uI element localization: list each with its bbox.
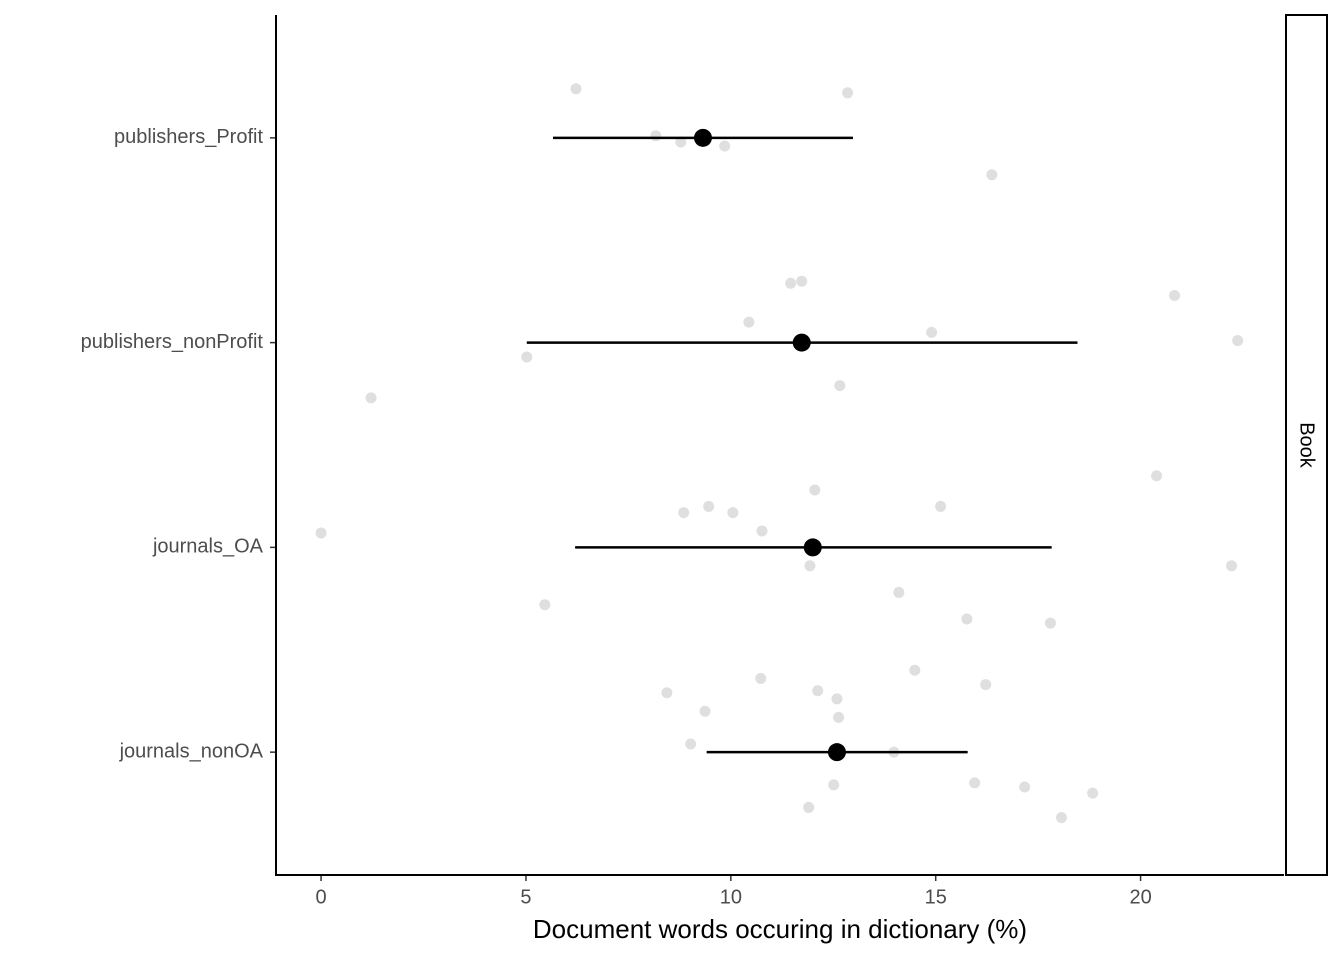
jitter-point (785, 277, 797, 289)
y-tick-label: journals_nonOA (119, 740, 264, 762)
jitter-point (727, 507, 739, 519)
mean-point (693, 128, 712, 147)
x-tick-label: 20 (1129, 886, 1151, 908)
jitter-point (1019, 781, 1031, 793)
jitter-point (365, 392, 377, 404)
jitter-point (675, 136, 687, 148)
jitter-point (926, 326, 938, 338)
x-axis-title: Document words occuring in dictionary (%… (533, 914, 1027, 944)
x-tick-label: 10 (720, 886, 742, 908)
jitter-point (935, 500, 947, 512)
jitter-point (315, 527, 327, 539)
jitter-point (1056, 812, 1068, 824)
jitter-point (803, 801, 815, 813)
jitter-point (756, 525, 768, 537)
jitter-point (661, 687, 673, 699)
jitter-point (961, 613, 973, 625)
jitter-point (743, 316, 755, 328)
jitter-point (699, 705, 711, 717)
jitter-point (969, 777, 981, 789)
jitter-point (1232, 335, 1244, 347)
x-tick-label: 15 (925, 886, 947, 908)
jitter-point (1044, 617, 1056, 629)
y-tick-label: publishers_Profit (114, 126, 263, 148)
mean-point (792, 333, 811, 352)
jitter-point (1169, 290, 1181, 302)
mean-point (803, 538, 822, 557)
jitter-point (828, 779, 840, 791)
jitter-point (1151, 470, 1163, 482)
jitter-point (1087, 787, 1099, 799)
facet-label: Book (1296, 422, 1318, 469)
jitter-point (812, 685, 824, 697)
jitter-point (804, 560, 816, 572)
jitter-point (678, 507, 690, 519)
jitter-point (539, 599, 551, 611)
jitter-point (831, 693, 843, 705)
jitter-point (755, 672, 767, 684)
jitter-point (986, 169, 998, 181)
jitter-point (521, 351, 533, 363)
jitter-point (909, 664, 921, 676)
mean-point (827, 743, 846, 762)
jitter-point (570, 83, 582, 95)
jitter-point (842, 87, 854, 99)
jitter-point (834, 380, 846, 392)
jitter-point (893, 586, 905, 598)
jitter-point (833, 711, 845, 723)
jitter-point (685, 738, 697, 750)
jitter-point (650, 130, 662, 142)
x-tick-label: 5 (520, 886, 531, 908)
jitter-point (980, 679, 992, 691)
jitter-point (1226, 560, 1238, 572)
jitter-point (796, 275, 808, 287)
y-tick-label: journals_OA (152, 536, 264, 558)
y-tick-label: publishers_nonProfit (81, 331, 264, 353)
facet-strip (1285, 14, 1328, 876)
x-tick-label: 0 (316, 886, 327, 908)
jitter-point (703, 500, 715, 512)
jitter-point (719, 140, 731, 152)
jitter-point (809, 484, 821, 496)
